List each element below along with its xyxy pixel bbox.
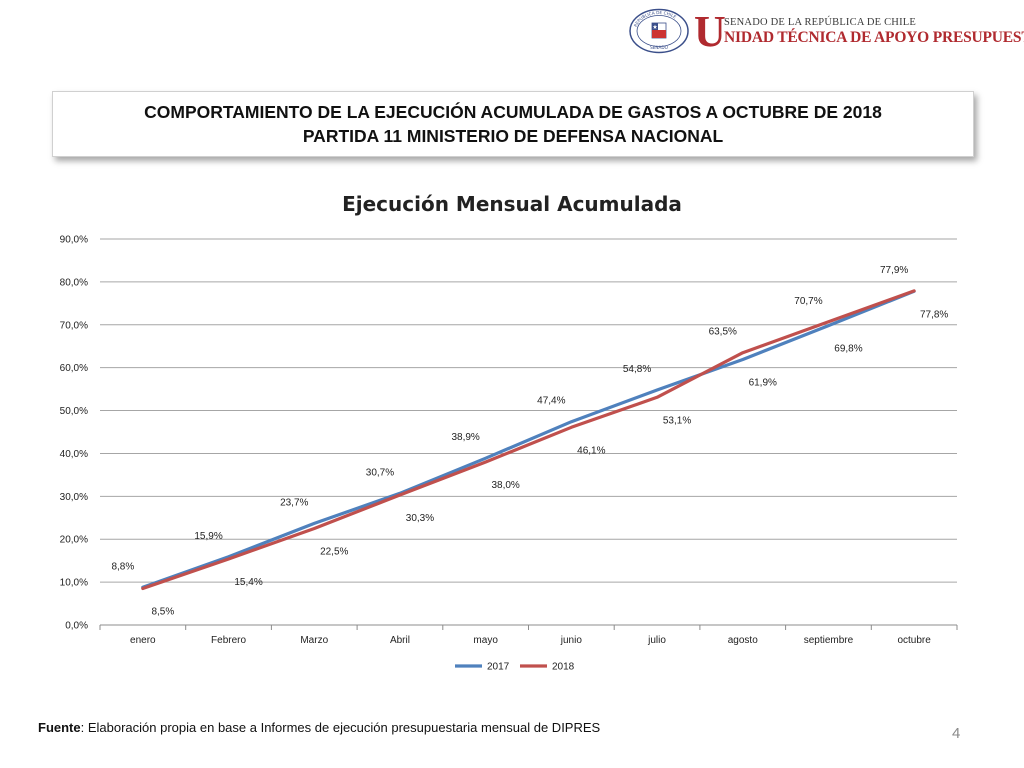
data-label: 46,1% [577, 445, 605, 456]
series-line-2018 [141, 289, 916, 591]
y-tick-label: 50,0% [60, 406, 88, 417]
unit-logo: REPUBLICA DE CHILE SENADO U SENADO DE LA… [628, 7, 1024, 58]
legend-label: 2018 [552, 662, 575, 673]
data-label: 53,1% [663, 415, 691, 426]
logo-initial: U [694, 7, 726, 56]
logo-main-text: NIDAD TÉCNICA DE APOYO PRESUPUESTARIO [724, 29, 1024, 46]
legend-label: 2017 [487, 662, 510, 673]
slide-title-line1: COMPORTAMIENTO DE LA EJECUCIÓN ACUMULADA… [144, 102, 882, 122]
x-tick-label: agosto [728, 635, 758, 646]
source-text: : Elaboración propia en base a Informes … [80, 720, 601, 735]
data-label: 77,8% [920, 309, 948, 320]
x-tick-label: septiembre [804, 635, 854, 646]
x-tick-label: Abril [390, 635, 410, 646]
data-label: 22,5% [320, 547, 348, 558]
y-tick-label: 0,0% [65, 621, 88, 632]
slide-title-line2: PARTIDA 11 MINISTERIO DE DEFENSA NACIONA… [302, 126, 724, 146]
data-label: 69,8% [834, 344, 862, 355]
y-tick-label: 70,0% [60, 320, 88, 331]
data-label: 38,0% [491, 480, 519, 491]
y-tick-label: 10,0% [60, 578, 88, 589]
y-tick-label: 30,0% [60, 492, 88, 503]
x-tick-label: mayo [473, 635, 498, 646]
data-label: 63,5% [709, 327, 737, 338]
y-tick-label: 90,0% [60, 235, 88, 246]
slide-title-box: COMPORTAMIENTO DE LA EJECUCIÓN ACUMULADA… [52, 91, 974, 157]
seal-bottom-text: SENADO [650, 45, 669, 50]
data-label: 23,7% [280, 497, 308, 508]
source-footer: Fuente: Elaboración propia en base a Inf… [38, 720, 600, 735]
y-tick-label: 40,0% [60, 449, 88, 460]
data-label: 47,4% [537, 396, 565, 407]
data-label: 8,5% [151, 607, 174, 618]
y-tick-label: 60,0% [60, 363, 88, 374]
data-label: 77,9% [880, 265, 908, 276]
x-tick-label: Febrero [211, 635, 246, 646]
senate-seal-icon: REPUBLICA DE CHILE SENADO [628, 8, 690, 54]
data-label: 61,9% [749, 378, 777, 389]
series-line-2017 [141, 289, 916, 589]
data-label: 30,7% [366, 467, 394, 478]
x-tick-label: junio [560, 635, 583, 646]
x-tick-label: octubre [897, 635, 931, 646]
data-label: 38,9% [451, 432, 479, 443]
logo-top-text: SENADO DE LA REPÚBLICA DE CHILE [724, 17, 916, 28]
x-tick-label: enero [130, 635, 156, 646]
y-tick-label: 20,0% [60, 535, 88, 546]
data-label: 54,8% [623, 364, 651, 375]
data-label: 30,3% [406, 513, 434, 524]
data-label: 15,4% [234, 577, 262, 588]
data-label: 15,9% [194, 531, 222, 542]
source-label: Fuente [38, 720, 81, 735]
data-label: 70,7% [794, 296, 822, 307]
chart-title: Ejecución Mensual Acumulada [342, 192, 682, 216]
x-tick-label: Marzo [300, 635, 328, 646]
x-tick-label: julio [647, 635, 666, 646]
y-tick-label: 80,0% [60, 277, 88, 288]
page-number: 4 [952, 725, 961, 742]
data-label: 8,8% [111, 561, 134, 572]
